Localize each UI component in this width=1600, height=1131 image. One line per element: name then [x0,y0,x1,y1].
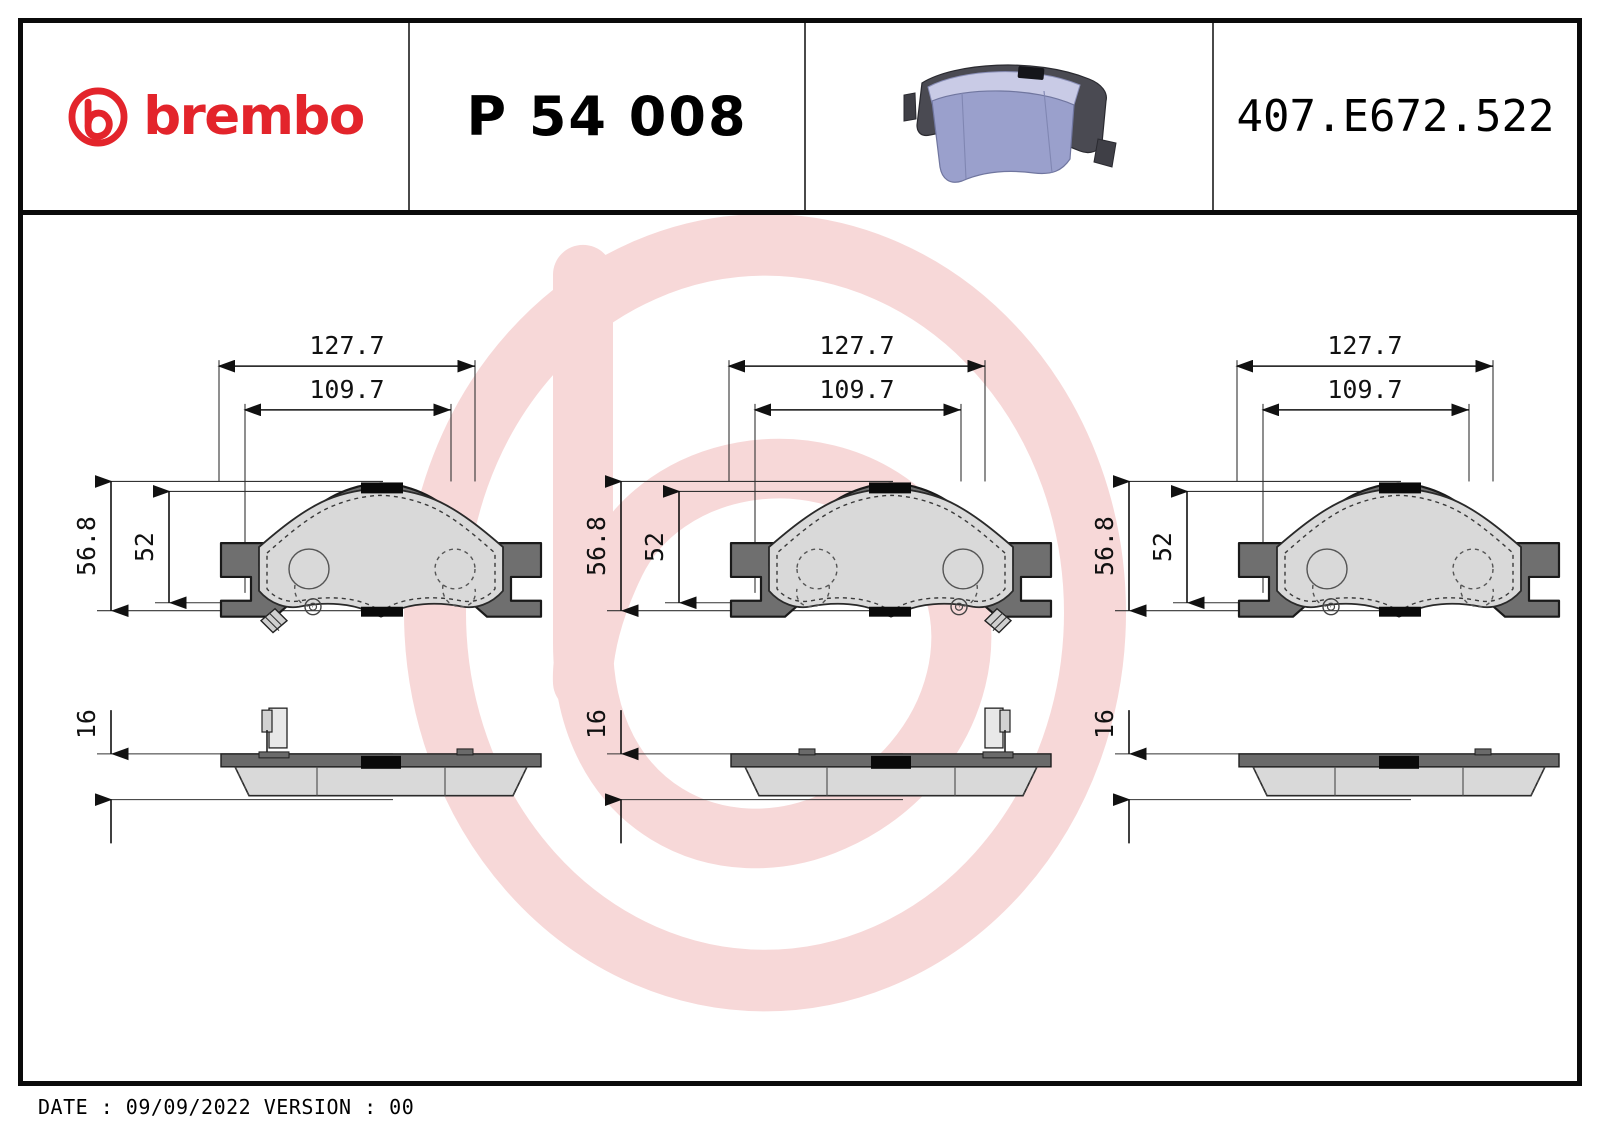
product-code-cell: P 54 008 [408,23,804,210]
dim-label-109-7-c: 109.7 [1327,375,1402,404]
pad-3-wva-value: 21375 [1305,1080,1379,1081]
footer-text: DATE : 09/09/2022 VERSION : 00 [38,1095,415,1119]
pad-1-wva-value: 21373 [355,1080,429,1081]
dim-label-16-c: 16 [1090,709,1119,739]
pad-1-info: WVA: 21373 QTY: x1 [281,1005,430,1081]
reference-code-cell: 407.E672.522 [1212,23,1577,210]
pad-3-info: WVA: 21375 QTY: x2 [1231,1005,1380,1081]
dim-length-overall-3: 127.7 [1235,331,1494,482]
pad-1-wva-line: WVA: 21373 [281,1076,430,1081]
header-bar: brembo P 54 008 [23,23,1577,215]
dim-height-overall-1: 56.8 [72,475,383,618]
pad-drawing-2: 127.7 109.7 56.8 [582,331,1053,844]
dim-label-56-8-a: 56.8 [72,516,101,576]
dim-label-127-7-b: 127.7 [819,331,894,360]
dim-label-16-a: 16 [72,709,101,739]
wear-sensor-side-2 [982,707,1014,759]
dim-length-inner-3: 109.7 [1261,375,1470,593]
reference-code: 407.E672.522 [1236,91,1555,142]
dim-label-127-7-a: 127.7 [309,331,384,360]
dim-label-52-c: 52 [1148,532,1177,562]
pad-drawings: 127.7 109.7 56.8 [72,331,1560,844]
dim-label-16-b: 16 [582,709,611,739]
brembo-logo-icon [68,87,128,146]
wear-sensor-side-1 [258,707,290,759]
dim-label-52-b: 52 [640,532,669,562]
product-thumbnail-cell [804,23,1212,210]
dim-length-overall-2: 127.7 [727,331,986,482]
pad-2-wva-line: WVA: 21374 [781,1076,930,1081]
brand-logo-cell: brembo [23,23,408,210]
pad-2-wva-label: WVA: [781,1080,840,1081]
brake-pad-3d-icon [903,63,1117,183]
dim-label-109-7-b: 109.7 [819,375,894,404]
pad-2-wva-value: 21374 [855,1080,929,1081]
wear-sensor-1 [259,607,289,634]
brand-wordmark: brembo [143,86,365,147]
pad-drawing-3: 127.7 109.7 56.8 [1090,331,1560,844]
dim-label-52-a: 52 [130,532,159,562]
footer-meta: DATE : 09/09/2022 VERSION : 00 [18,1090,1582,1124]
dim-label-109-7-a: 109.7 [309,375,384,404]
dim-length-overall-1: 127.7 [217,331,476,482]
drawing-sheet: brembo P 54 008 [18,18,1582,1086]
pad-3-wva-label: WVA: [1231,1080,1290,1081]
pad-drawing-1: 127.7 109.7 56.8 [72,331,543,844]
pad-3-wva-line: WVA: 21375 [1231,1076,1380,1081]
dim-label-56-8-b: 56.8 [582,516,611,576]
dim-length-inner-1: 109.7 [243,375,452,593]
dim-label-56-8-c: 56.8 [1090,516,1119,576]
dim-label-127-7-c: 127.7 [1327,331,1402,360]
drawing-area: 127.7 109.7 56.8 [23,215,1577,1081]
pad-1-wva-label: WVA: [281,1080,340,1081]
product-code: P 54 008 [466,85,748,148]
pad-2-info: WVA: 21374 QTY: x1 [781,1005,930,1081]
